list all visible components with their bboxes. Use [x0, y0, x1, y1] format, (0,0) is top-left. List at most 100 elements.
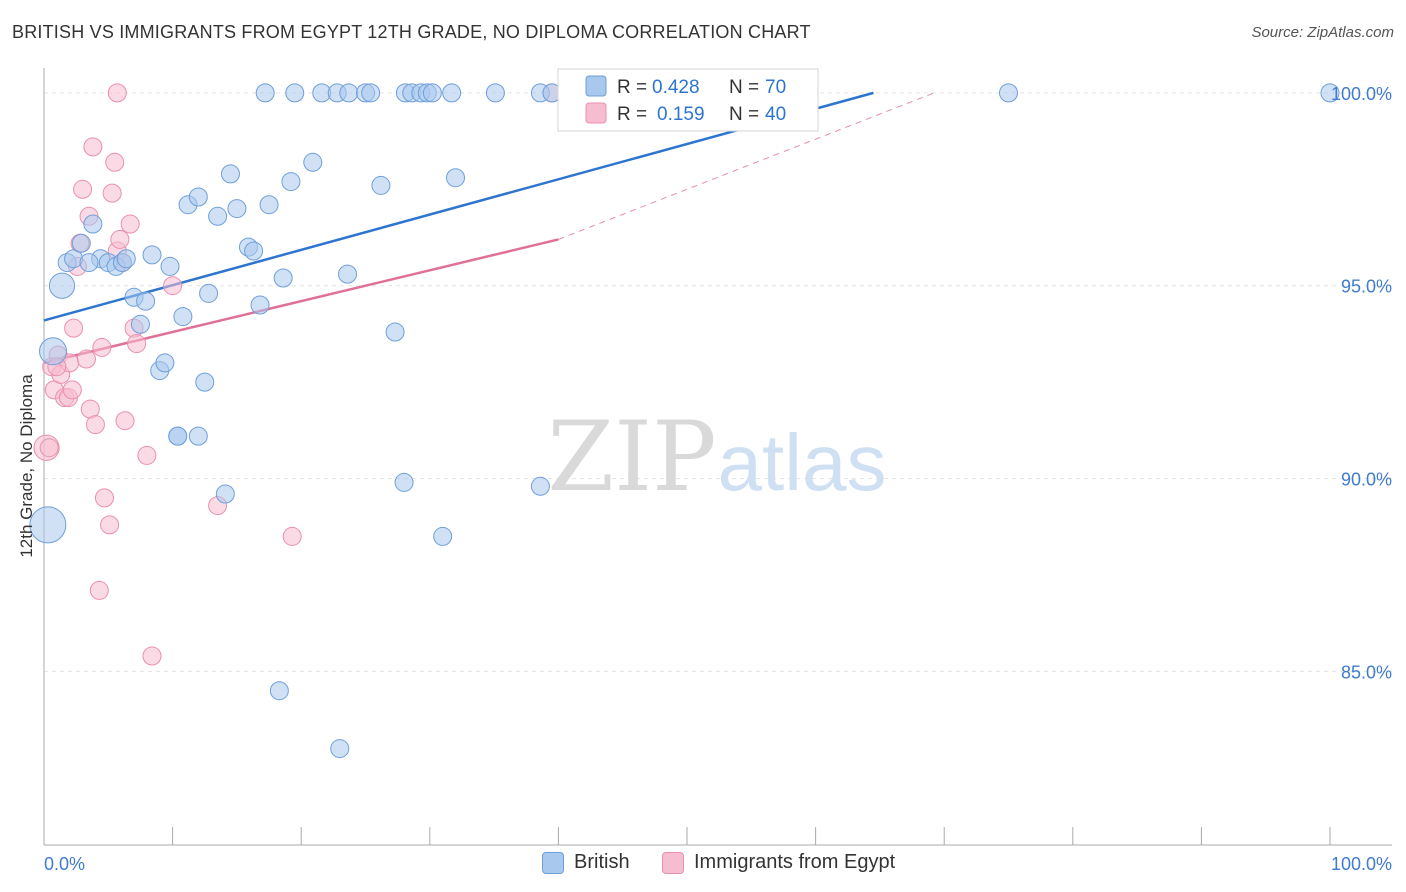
y-tick-label: 85.0% [1341, 662, 1392, 682]
british-point [330, 739, 350, 759]
egypt-point [100, 515, 120, 535]
egypt-point [92, 337, 112, 357]
y-tick-label: 90.0% [1341, 470, 1392, 490]
egypt-point [64, 318, 84, 338]
british-point [48, 272, 76, 299]
egypt-point [94, 488, 114, 508]
british-point [339, 83, 359, 103]
british-point [285, 83, 305, 103]
british-point [446, 168, 466, 188]
british-point [442, 83, 462, 103]
legend-swatch-british-bottom [542, 851, 564, 874]
british-point [530, 476, 550, 496]
egypt-point [39, 438, 59, 458]
x-tick-label-left: 0.0% [44, 854, 85, 874]
egypt-point [163, 276, 183, 296]
british-point [255, 83, 275, 103]
x-tick-label-right: 100.0% [1331, 854, 1392, 874]
egypt-point [127, 334, 147, 354]
egypt-point [89, 580, 109, 600]
british-point [136, 291, 156, 311]
british-point [116, 249, 136, 269]
british-point [394, 472, 414, 492]
egypt-point [110, 229, 130, 249]
egypt-point [120, 214, 140, 234]
legend-n-value-2: 40 [765, 104, 786, 125]
legend-swatch-egypt-bottom [662, 851, 684, 874]
legend: R = 0.428 N = 70 R = 0.159 N = 40 [557, 68, 819, 132]
legend-r-label-1: R = [617, 77, 647, 98]
egypt-point [76, 349, 96, 369]
watermark-zip: ZIP [547, 401, 716, 513]
british-point [188, 187, 208, 207]
british-point [385, 322, 405, 342]
british-point [361, 83, 381, 103]
british-point [281, 172, 301, 192]
legend-item-british: British [542, 851, 630, 874]
series-egypt-points [33, 83, 562, 666]
british-point [168, 426, 188, 446]
watermark-atlas: atlas [718, 418, 887, 507]
y-tick-label: 100.0% [1331, 84, 1392, 104]
british-point [371, 175, 391, 195]
british-point [39, 337, 68, 366]
british-point [1320, 83, 1340, 103]
egypt-point [282, 526, 302, 546]
egypt-point [62, 380, 82, 400]
british-point [79, 253, 99, 273]
egypt-trend-extension [558, 92, 935, 240]
legend-swatch-british [585, 75, 607, 97]
british-point [173, 307, 193, 327]
legend-n-label-1: N = [729, 77, 759, 98]
legend-r-value-1: 0.428 [652, 77, 700, 98]
british-point [83, 214, 103, 234]
legend-r-label-2: R = [617, 104, 647, 125]
egypt-point [142, 646, 162, 666]
legend-label-egypt: Immigrants from Egypt [694, 851, 896, 873]
legend-n-label-2: N = [729, 104, 759, 125]
source-label: Source: ZipAtlas.com [1251, 24, 1394, 41]
y-tick-labels: 100.0% 95.0% 90.0% 85.0% [1331, 84, 1392, 683]
british-point [999, 83, 1018, 103]
egypt-point [137, 445, 157, 465]
series-legend: British Immigrants from Egypt [0, 851, 1406, 877]
egypt-point [115, 411, 135, 431]
british-point [273, 268, 293, 288]
british-point [220, 164, 240, 184]
british-point [188, 426, 208, 446]
british-point [337, 264, 357, 284]
british-point [155, 353, 175, 373]
british-point [269, 681, 289, 701]
british-point [215, 484, 235, 504]
british-point [29, 506, 67, 544]
y-axis-label: 12th Grade, No Diploma [17, 374, 36, 558]
legend-r-value-2: 0.159 [657, 104, 705, 125]
british-point [195, 372, 215, 392]
egypt-point [85, 415, 105, 435]
chart-title: BRITISH VS IMMIGRANTS FROM EGYPT 12TH GR… [12, 22, 811, 42]
british-point [259, 195, 279, 215]
watermark: ZIP atlas [547, 401, 886, 513]
british-point [485, 83, 505, 103]
legend-label-british: British [574, 851, 630, 873]
legend-item-egypt: Immigrants from Egypt [662, 851, 895, 874]
series-british-points [29, 83, 1340, 759]
egypt-point [83, 137, 103, 157]
british-point [227, 199, 247, 219]
egypt-point [102, 183, 122, 203]
british-point [250, 295, 270, 315]
legend-n-value-1: 70 [765, 77, 786, 98]
british-point [422, 83, 442, 103]
egypt-point [73, 179, 93, 199]
egypt-point [105, 152, 125, 172]
british-point [142, 245, 162, 265]
gridlines [44, 92, 1392, 672]
y-tick-label: 95.0% [1341, 277, 1392, 297]
british-point [130, 314, 150, 334]
british-point [199, 283, 219, 303]
british-point [160, 256, 180, 276]
egypt-point [107, 83, 127, 103]
british-point [433, 526, 453, 546]
british-point [303, 152, 323, 172]
